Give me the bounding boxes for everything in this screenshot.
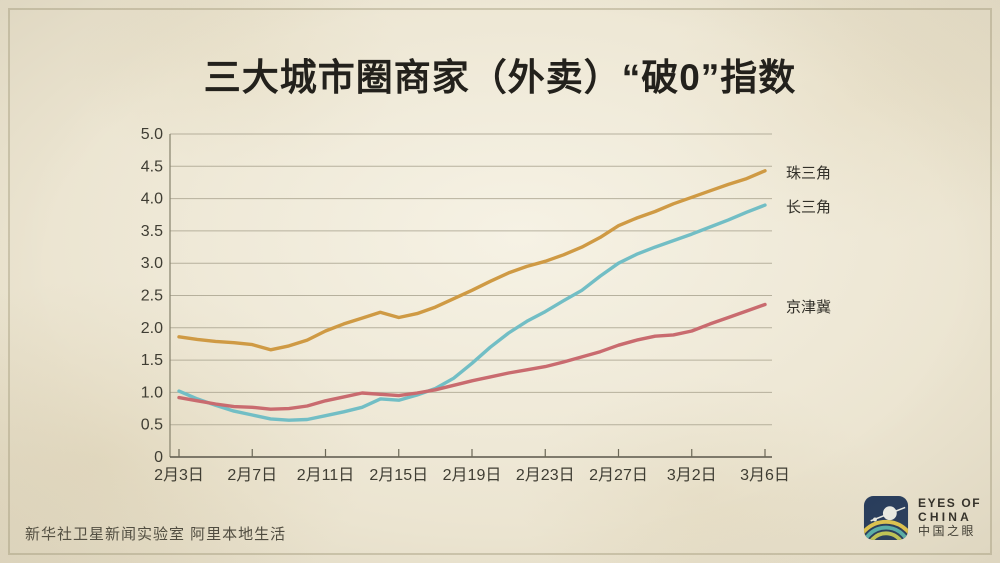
x-tick-label: 2月3日 bbox=[154, 467, 204, 484]
x-tick-label: 2月27日 bbox=[589, 467, 648, 484]
legend-yangtze-river-delta: 长三角 bbox=[786, 199, 832, 217]
y-tick-label: 1.5 bbox=[141, 352, 163, 369]
x-tick-label: 2月7日 bbox=[227, 467, 277, 484]
eyes-of-china-logo: EYES OF CHINA 中国之眼 bbox=[863, 495, 981, 541]
series-line-珠三角 bbox=[177, 169, 767, 352]
y-tick-label: 4.0 bbox=[141, 191, 163, 208]
y-tick-label: 0.5 bbox=[141, 417, 163, 434]
legend-jingjinji: 京津冀 bbox=[786, 298, 832, 316]
y-tick-label: 0 bbox=[154, 449, 163, 466]
legend-pearl-river-delta: 珠三角 bbox=[786, 164, 832, 182]
logo-text-line2: CHINA bbox=[918, 509, 972, 524]
x-tick-label: 3月6日 bbox=[740, 467, 790, 484]
satellite-planet-rainbow-icon bbox=[863, 495, 909, 541]
logo-text: EYES OF CHINA 中国之眼 bbox=[918, 496, 982, 539]
x-tick-label: 2月19日 bbox=[443, 467, 502, 484]
x-tick-label: 2月23日 bbox=[516, 467, 575, 484]
chart-title: 三大城市圈商家（外卖）“破0”指数 bbox=[203, 57, 797, 98]
y-tick-label: 3.0 bbox=[141, 255, 163, 272]
y-tick-label: 4.5 bbox=[141, 158, 163, 175]
x-tick-label: 2月15日 bbox=[369, 467, 428, 484]
logo-text-line3: 中国之眼 bbox=[918, 524, 977, 539]
y-tick-label: 3.5 bbox=[141, 223, 163, 240]
logo-text-line1: EYES OF bbox=[918, 496, 982, 511]
y-tick-label: 2.5 bbox=[141, 288, 163, 305]
y-tick-label: 1.0 bbox=[141, 384, 163, 401]
x-tick-label: 3月2日 bbox=[667, 467, 717, 484]
y-tick-label: 5.0 bbox=[141, 126, 163, 143]
y-tick-label: 2.0 bbox=[141, 320, 163, 337]
series-line-京津冀 bbox=[177, 302, 767, 411]
x-tick-label: 2月11日 bbox=[297, 467, 355, 484]
series-line-长三角 bbox=[177, 203, 767, 422]
credit-text: 新华社卫星新闻实验室 阿里本地生活 bbox=[25, 526, 287, 543]
